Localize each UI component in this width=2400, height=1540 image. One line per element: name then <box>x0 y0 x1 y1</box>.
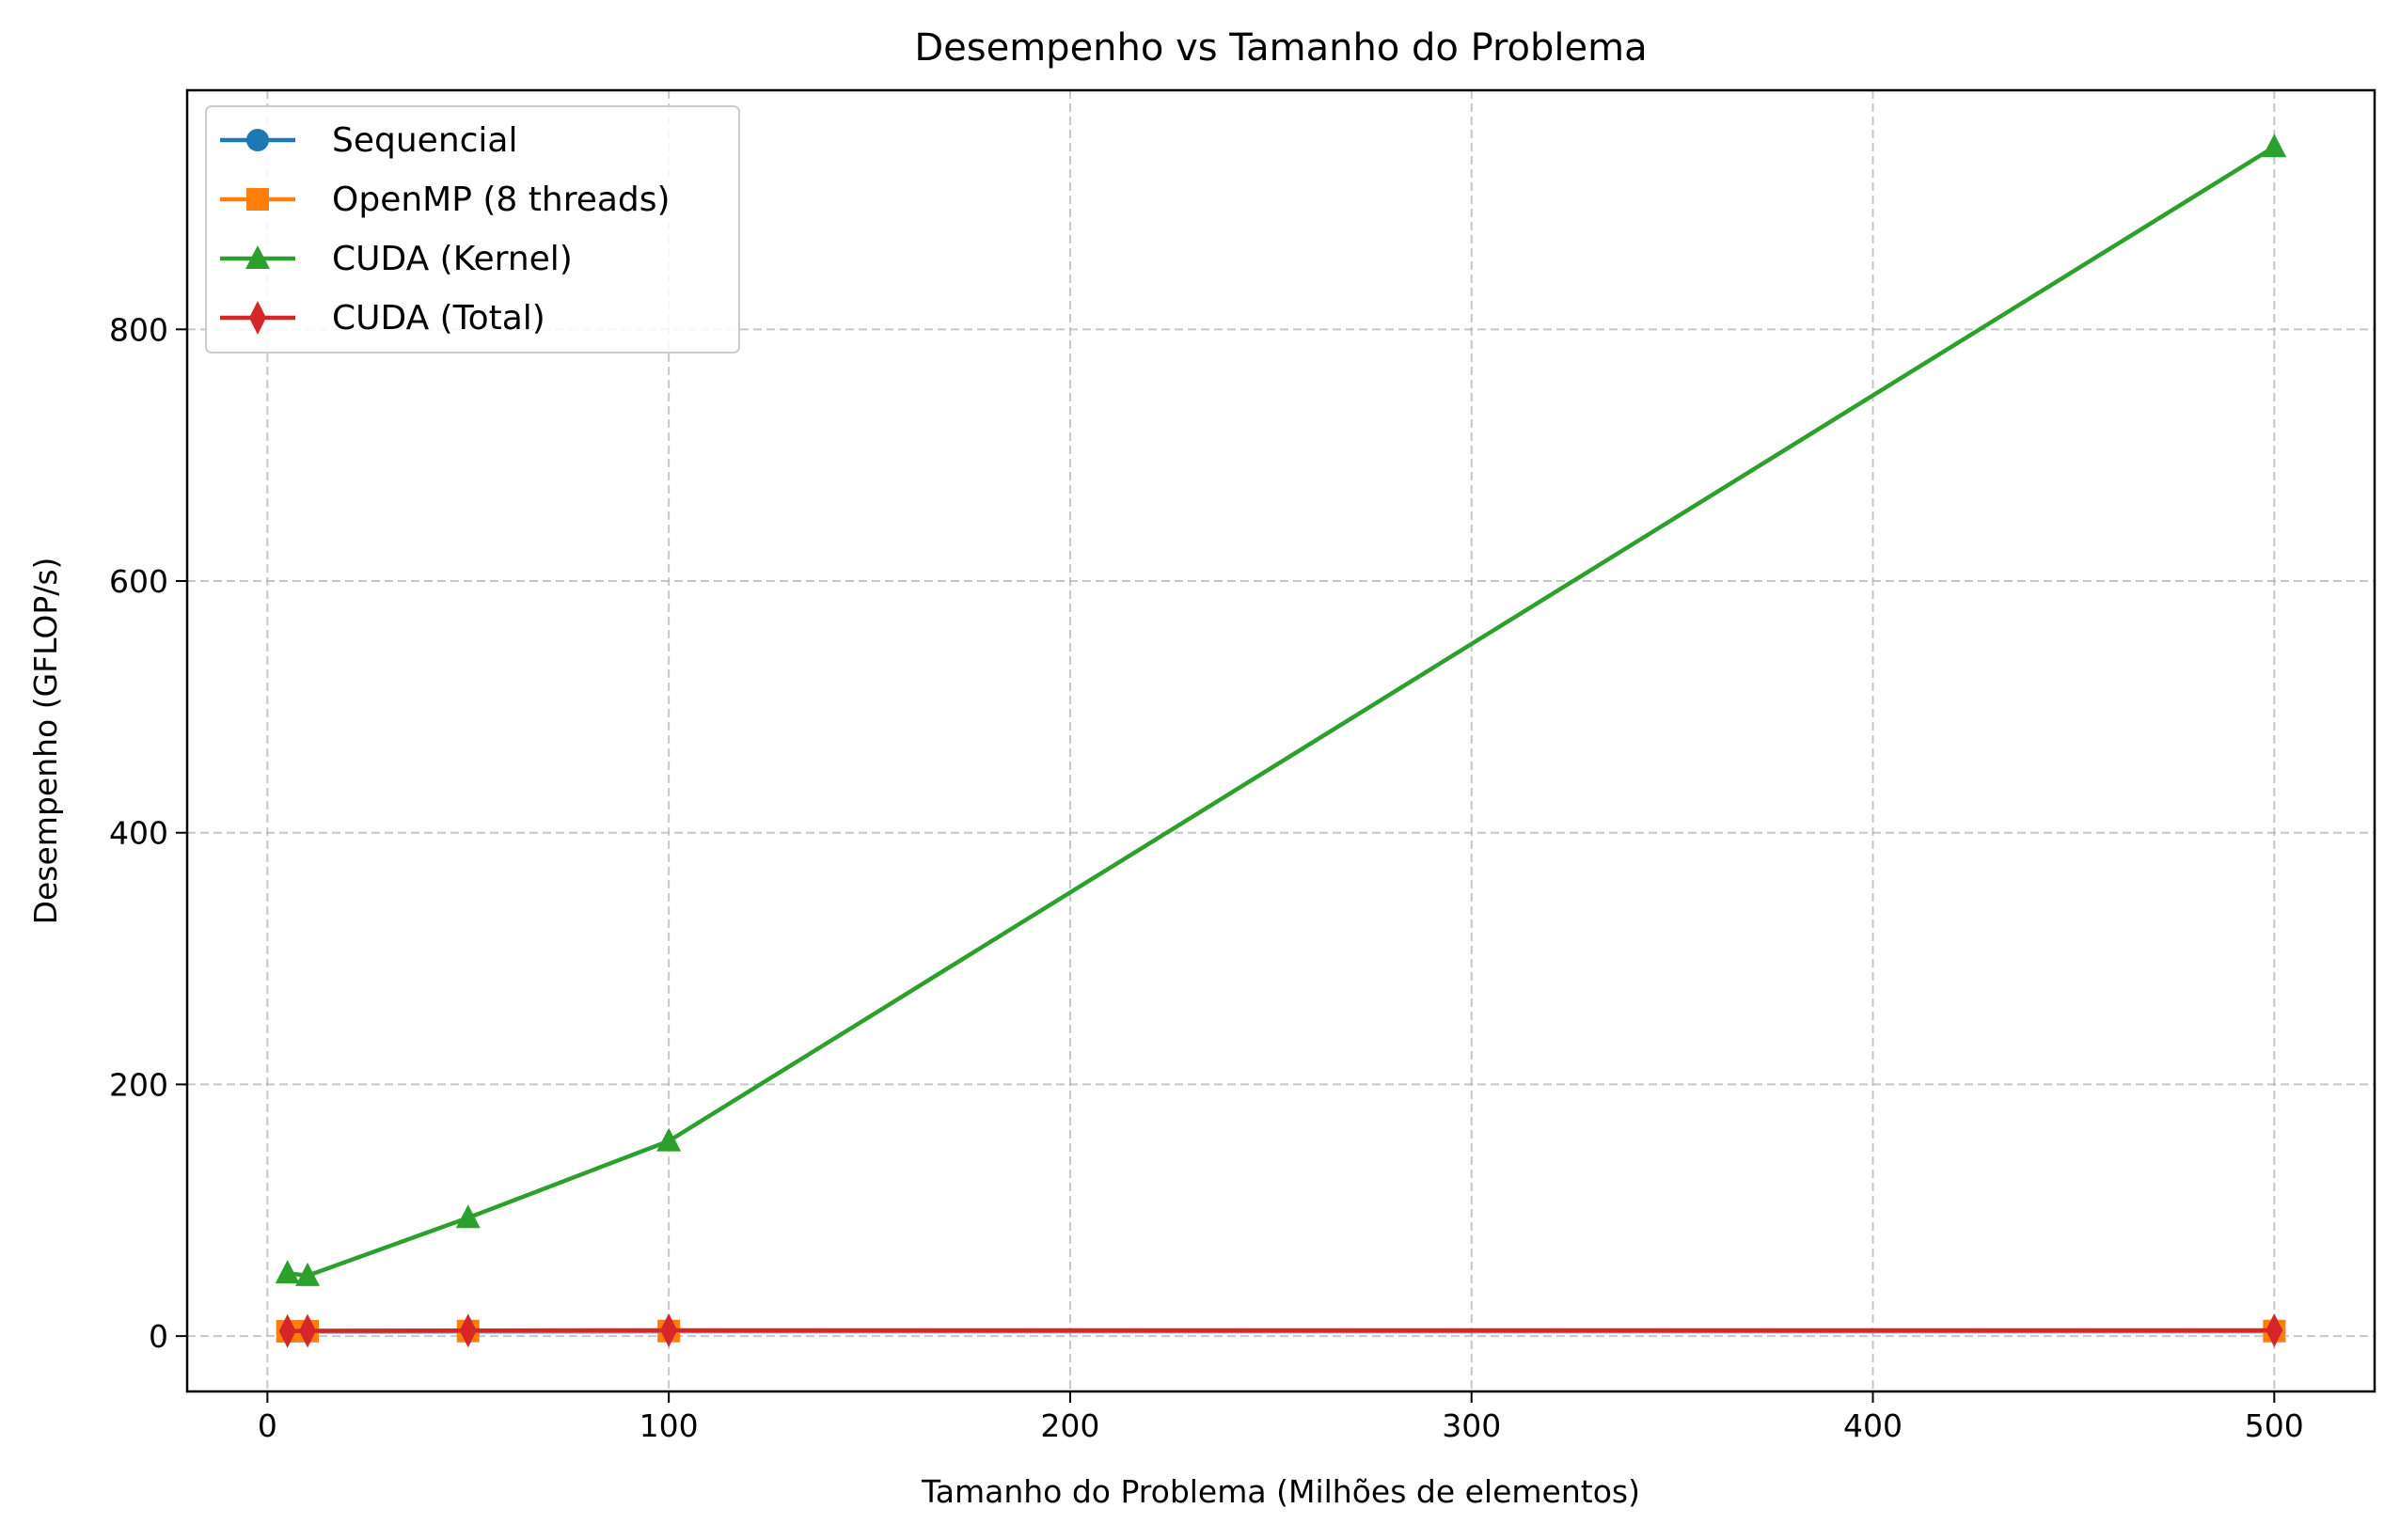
data-point <box>459 1313 477 1348</box>
legend-label: OpenMP (8 threads) <box>332 181 671 219</box>
chart-title: Desempenho vs Tamanho do Problema <box>914 26 1647 70</box>
y-tick-label: 0 <box>149 1318 168 1355</box>
x-tick-label: 300 <box>1442 1407 1501 1444</box>
legend: Sequencial OpenMP (8 threads) CUDA (Kernel… <box>205 105 740 354</box>
x-tick-label: 400 <box>1843 1407 1903 1444</box>
axis-ticks: 0 100 200 300 400 500 0 200 400 600 800 <box>109 311 2304 1444</box>
legend-label: CUDA (Kernel) <box>332 240 573 278</box>
y-tick-label: 600 <box>109 563 168 600</box>
data-point <box>275 1260 300 1284</box>
y-tick-label: 400 <box>109 815 168 852</box>
y-tick-label: 800 <box>109 311 168 348</box>
data-point <box>295 1262 321 1286</box>
x-tick-label: 100 <box>639 1407 699 1444</box>
series-line <box>287 1328 2275 1334</box>
x-axis-label: Tamanho do Problema (Milhões de elemento… <box>921 1473 1640 1510</box>
data-point <box>2266 1312 2283 1347</box>
data-point <box>660 1312 678 1347</box>
legend-item: CUDA (Total) <box>220 299 545 338</box>
data-point <box>278 1313 296 1348</box>
legend-item: Sequencial <box>220 121 518 160</box>
x-tick-label: 500 <box>2245 1407 2304 1444</box>
legend-item: OpenMP (8 threads) <box>220 181 671 219</box>
legend-box <box>205 105 740 354</box>
data-point <box>299 1313 317 1348</box>
y-axis-label: Desempenho (GFLOP/s) <box>27 558 64 925</box>
series-cuda-kernel <box>275 134 2287 1286</box>
series-cuda-total <box>278 1312 2283 1348</box>
legend-item: CUDA (Kernel) <box>220 240 573 278</box>
data-point <box>2262 134 2287 158</box>
x-tick-label: 200 <box>1040 1407 1099 1444</box>
legend-marker <box>246 188 269 211</box>
legend-marker <box>245 245 270 269</box>
x-tick-label: 0 <box>258 1407 277 1444</box>
series-layer <box>275 134 2287 1348</box>
legend-marker <box>246 129 269 151</box>
data-point <box>455 1204 481 1229</box>
legend-label: CUDA (Total) <box>332 299 545 338</box>
legend-marker <box>249 301 266 335</box>
grid <box>187 90 2375 1391</box>
legend-label: Sequencial <box>332 121 518 160</box>
data-point <box>656 1127 682 1152</box>
plot-frame <box>185 88 2376 1393</box>
y-tick-label: 200 <box>109 1066 168 1103</box>
